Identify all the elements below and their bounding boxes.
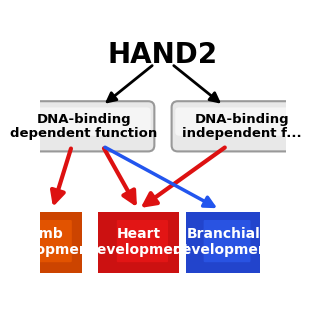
FancyBboxPatch shape [172,101,312,151]
FancyBboxPatch shape [14,101,154,151]
Text: dependent function: dependent function [10,127,158,140]
Text: Limb: Limb [26,227,64,241]
Text: development: development [0,243,96,257]
FancyBboxPatch shape [15,102,155,152]
Text: DNA-binding: DNA-binding [195,113,289,126]
Text: HAND2: HAND2 [108,41,218,69]
Text: development: development [87,243,190,257]
FancyBboxPatch shape [204,220,251,262]
Text: DNA-binding: DNA-binding [37,113,131,126]
FancyBboxPatch shape [8,212,82,273]
Text: Heart: Heart [116,227,160,241]
Text: independent f...: independent f... [182,127,302,140]
Text: Branchial: Branchial [186,227,260,241]
FancyBboxPatch shape [186,212,260,273]
FancyBboxPatch shape [172,102,313,152]
FancyBboxPatch shape [25,220,72,262]
FancyBboxPatch shape [175,107,308,136]
FancyBboxPatch shape [17,107,151,136]
FancyBboxPatch shape [117,220,168,262]
FancyBboxPatch shape [98,212,179,273]
Text: development: development [172,243,274,257]
